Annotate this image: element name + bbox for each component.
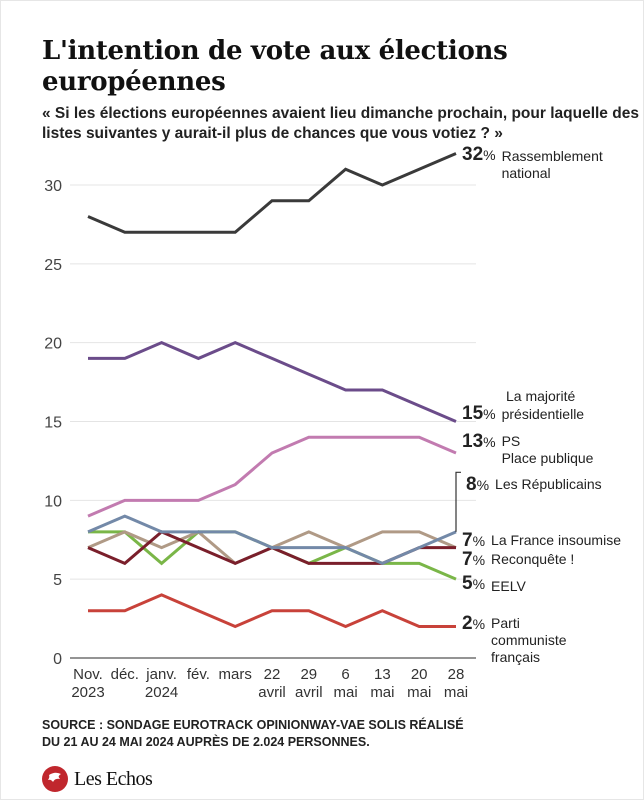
x-tick-label: 22 — [264, 666, 281, 683]
x-tick-label: mars — [219, 666, 252, 683]
legend-item: 7% Reconquête ! — [462, 549, 575, 570]
source-line-1: SOURCE : SONDAGE EUROTRACK OPINIONWAY-VA… — [42, 718, 464, 732]
legend-item: 32% Rassemblement national — [462, 144, 603, 182]
x-tick-label: mai — [407, 684, 431, 701]
legend-percent: % — [472, 533, 486, 549]
legend-label: Les Républicains — [495, 476, 602, 492]
series-line-ps-place-publique — [87, 435, 457, 518]
logo-text: Les Echos — [74, 767, 153, 790]
legend-percent: % — [483, 406, 496, 422]
y-tick-label: 25 — [44, 257, 62, 274]
x-tick-label: Nov. — [73, 666, 103, 683]
legend-label: EELV — [491, 578, 526, 594]
legend-label: La France insoumise — [491, 532, 621, 548]
legend-label: présidentielle — [501, 406, 585, 422]
y-tick-label: 0 — [53, 651, 62, 668]
les-echos-emblem-icon — [42, 766, 68, 792]
legend-item: La majorité 15% présidentielle — [462, 388, 584, 423]
x-tick-label: mai — [370, 684, 394, 701]
legend-value: 32 — [462, 144, 484, 165]
y-tick-label: 15 — [44, 415, 62, 432]
series-line-les-r-publicains — [87, 514, 457, 566]
x-tick-label: 6 — [341, 666, 349, 683]
legend-item: 5% EELV — [462, 573, 526, 595]
x-tick-label: 2023 — [71, 684, 104, 701]
legend-item: 7% La France insoumise — [462, 530, 621, 551]
series-line-parti-communiste-fran-ais — [88, 593, 456, 629]
legend-percent: % — [483, 434, 496, 450]
x-tick-label: mai — [444, 684, 468, 701]
y-tick-label: 10 — [44, 493, 62, 510]
x-tick-label: janv. — [145, 666, 177, 683]
series-line-la-majorit-pr-sidentielle — [88, 341, 457, 423]
legend-label: Reconquête ! — [491, 551, 575, 567]
legend-value: 13 — [462, 431, 484, 452]
chart-title: L'intention de vote aux élections europé… — [42, 36, 508, 97]
x-tick-label: 29 — [300, 666, 317, 683]
y-tick-label: 5 — [53, 572, 62, 589]
source-note: SOURCE : SONDAGE EUROTRACK OPINIONWAY-VA… — [42, 717, 464, 751]
legend-value: 7 — [462, 549, 473, 570]
x-tick-label: 28 — [448, 666, 465, 683]
x-tick-label: 2024 — [145, 684, 178, 701]
chart-subtitle: « Si les élections européennes avaient l… — [42, 105, 639, 142]
callout-bracket — [455, 471, 461, 532]
legend-percent: % — [483, 147, 496, 163]
x-tick-label: avril — [295, 684, 323, 701]
x-tick-label: mai — [334, 684, 358, 701]
legend-item: 13% PS Place publique — [462, 431, 594, 467]
legend-percent: % — [472, 552, 486, 568]
legend-label: Rassemblement national — [501, 148, 603, 181]
legend-label: La majorité — [506, 388, 576, 404]
legend-value: 7 — [462, 530, 473, 551]
series-line-rassemblement-national — [87, 152, 457, 234]
source-line-2: DU 21 AU 24 MAI 2024 AUPRÈS DE 2.024 PER… — [42, 735, 370, 749]
legend-percent: % — [476, 477, 490, 493]
x-tick-label: déc. — [111, 666, 139, 683]
x-tick-label: 20 — [411, 666, 428, 683]
x-tick-label: fév. — [187, 666, 210, 683]
legend-value: 8 — [466, 474, 477, 495]
legend-label: Parti communiste français — [491, 615, 567, 665]
legend-percent: % — [472, 576, 486, 592]
x-tick-label: 13 — [374, 666, 391, 683]
legend-value: 5 — [462, 573, 473, 594]
y-tick-label: 30 — [44, 178, 62, 195]
legend-value: 2 — [462, 613, 473, 634]
legend-item: 2% Parti communiste français — [462, 613, 567, 666]
les-echos-logo: Les Echos — [42, 764, 153, 794]
legend-percent: % — [472, 616, 486, 632]
legend-label: PS Place publique — [501, 433, 594, 466]
x-tick-label: avril — [258, 684, 286, 701]
legend-value: 15 — [462, 403, 484, 424]
legend-item: 8% Les Républicains — [466, 474, 602, 495]
y-tick-label: 20 — [44, 336, 62, 353]
